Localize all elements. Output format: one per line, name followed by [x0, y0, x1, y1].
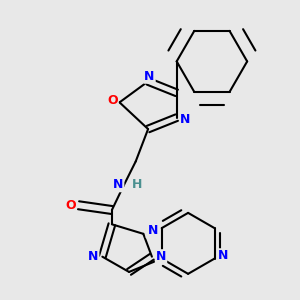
Text: N: N [144, 70, 155, 83]
Text: N: N [113, 178, 123, 191]
Text: H: H [132, 178, 142, 191]
Text: O: O [107, 94, 118, 107]
Text: N: N [148, 224, 158, 238]
Text: N: N [88, 250, 98, 263]
Text: O: O [65, 199, 76, 212]
Text: N: N [218, 249, 228, 262]
Text: N: N [156, 250, 166, 263]
Text: O: O [147, 224, 157, 238]
Text: N: N [180, 112, 190, 125]
